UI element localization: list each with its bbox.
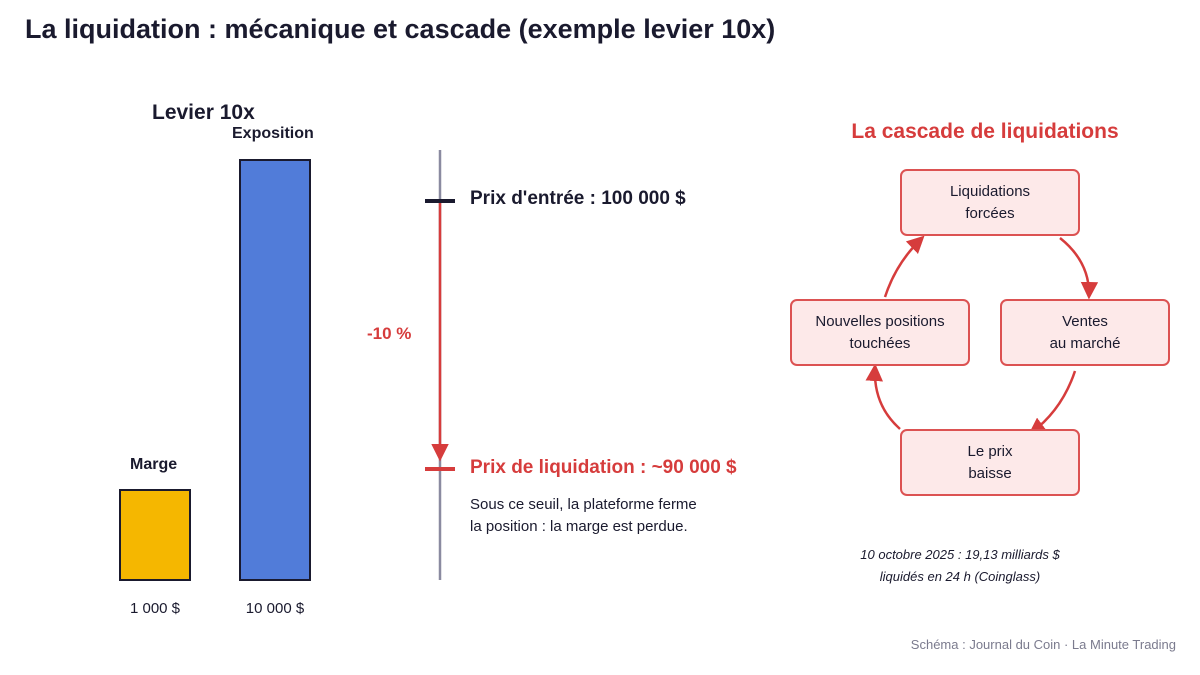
cycle-arrow-3	[865, 363, 901, 430]
node-new-positions-hit: Nouvelles positions touchées	[790, 299, 970, 366]
cycle-arrow-1	[1059, 237, 1099, 300]
margin-label: Marge	[130, 456, 178, 473]
cascade-footnote: 10 octobre 2025 : 19,13 milliards $ liqu…	[800, 544, 1120, 588]
drop-percent-label: -10 %	[367, 324, 412, 343]
node-text-line2: touchées	[849, 334, 911, 352]
liquidation-note: Sous ce seuil, la plateforme ferme la po…	[470, 494, 697, 538]
node-text-line1: Le prix	[967, 442, 1013, 460]
entry-price-label: Prix d'entrée : 100 000 $	[470, 188, 686, 209]
liquidation-note-line2: la position : la marge est perdue.	[470, 518, 688, 535]
liquidation-note-line1: Sous ce seuil, la plateforme ferme	[470, 496, 697, 513]
cycle-arrow-4	[883, 235, 925, 298]
source-credit: Schéma : Journal du Coin · La Minute Tra…	[910, 637, 1176, 652]
node-forced-liquidations: Liquidations forcées	[900, 169, 1080, 236]
margin-bar	[119, 489, 191, 581]
cascade-title: La cascade de liquidations	[851, 120, 1119, 143]
exposure-value: 10 000 $	[245, 600, 305, 617]
leverage-title: Levier 10x	[152, 101, 255, 124]
page-title: La liquidation : mécanique et cascade (e…	[25, 14, 776, 44]
node-text-line1: Ventes	[1062, 312, 1108, 330]
node-text-line2: baisse	[968, 464, 1012, 482]
node-text-line2: forcées	[965, 204, 1015, 222]
exposure-bar	[239, 159, 311, 581]
footnote-line1: 10 octobre 2025 : 19,13 milliards $	[860, 547, 1060, 562]
node-market-sales: Ventes au marché	[1000, 299, 1170, 366]
node-price-drops: Le prix baisse	[900, 429, 1080, 496]
cycle-arrow-2	[1028, 370, 1077, 436]
node-text-line1: Nouvelles positions	[815, 312, 945, 330]
node-text-line2: au marché	[1049, 334, 1121, 352]
margin-value: 1 000 $	[129, 600, 181, 617]
node-text-line1: Liquidations	[949, 182, 1031, 200]
liquidation-price-label: Prix de liquidation : ~90 000 $	[470, 457, 737, 478]
exposure-label: Exposition	[232, 125, 314, 142]
footnote-line2: liquidés en 24 h (Coinglass)	[879, 569, 1041, 584]
